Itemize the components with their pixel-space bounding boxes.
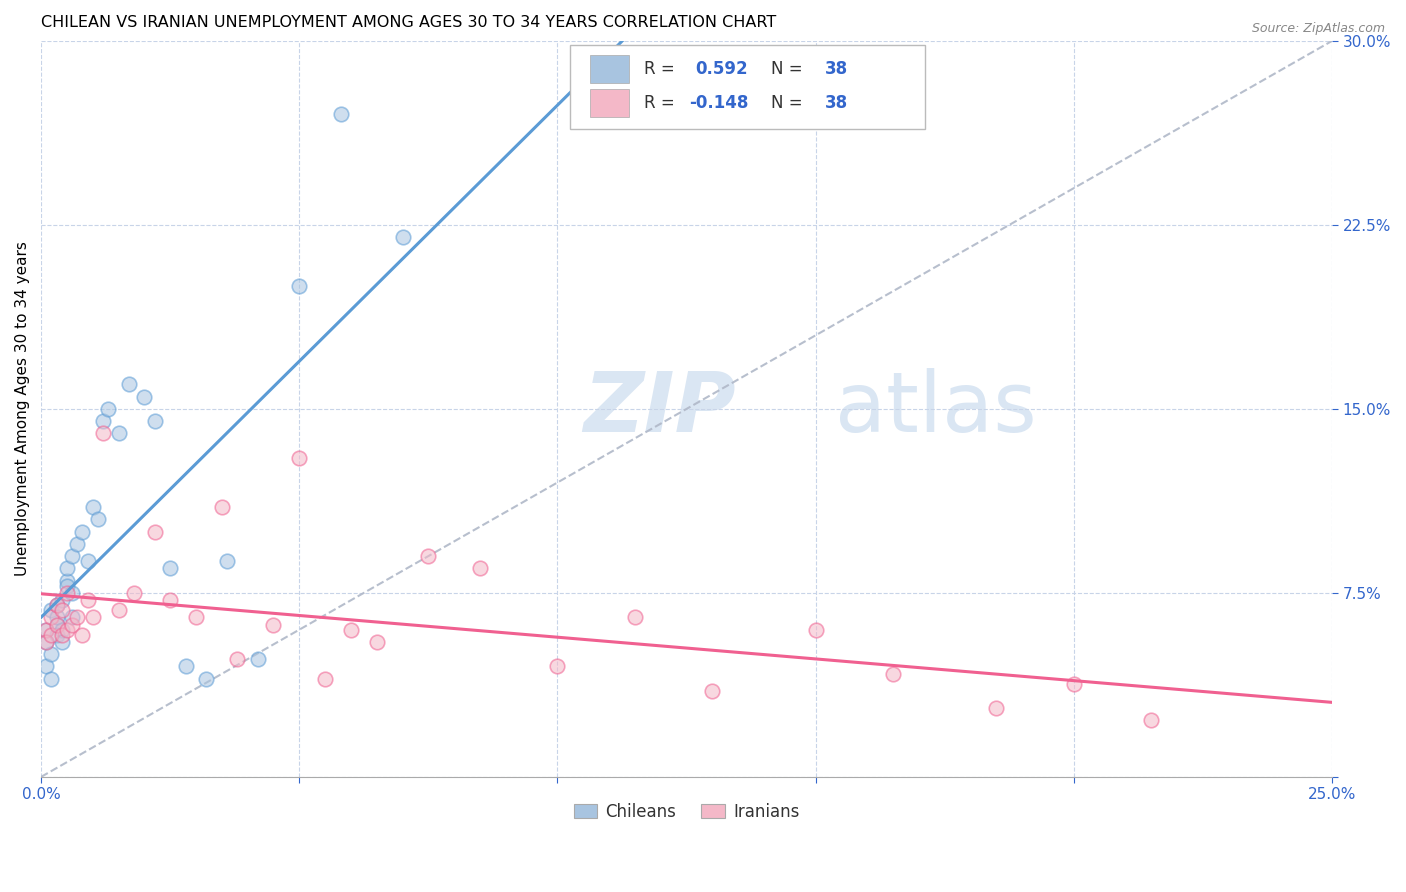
Point: [1063, 676, 1085, 690]
Point: [340, 623, 363, 637]
Point: [143, 414, 166, 428]
Text: 38: 38: [825, 94, 848, 112]
Point: [215, 554, 238, 568]
Text: N =: N =: [770, 60, 807, 78]
Text: 0.592: 0.592: [696, 60, 748, 78]
Point: [60, 549, 83, 563]
Point: [263, 617, 285, 632]
Point: [66, 537, 89, 551]
Legend: Chileans, Iranians: Chileans, Iranians: [567, 796, 806, 828]
Point: [41, 647, 63, 661]
Point: [45, 627, 67, 641]
Point: [76, 593, 98, 607]
Point: [804, 623, 827, 637]
Point: [45, 617, 67, 632]
Text: 38: 38: [825, 60, 848, 78]
FancyBboxPatch shape: [589, 55, 628, 83]
Point: [87, 512, 110, 526]
Text: R =: R =: [644, 60, 681, 78]
Text: N =: N =: [770, 94, 807, 112]
Point: [56, 578, 79, 592]
Text: Source: ZipAtlas.com: Source: ZipAtlas.com: [1251, 22, 1385, 36]
Text: atlas: atlas: [835, 368, 1036, 450]
Point: [314, 672, 336, 686]
Point: [35, 635, 58, 649]
Point: [246, 652, 269, 666]
Text: CHILEAN VS IRANIAN UNEMPLOYMENT AMONG AGES 30 TO 34 YEARS CORRELATION CHART: CHILEAN VS IRANIAN UNEMPLOYMENT AMONG AG…: [41, 15, 776, 30]
FancyBboxPatch shape: [571, 45, 925, 129]
Point: [547, 659, 569, 673]
Point: [35, 623, 58, 637]
Point: [118, 377, 141, 392]
Point: [91, 414, 114, 428]
Point: [366, 635, 388, 649]
Point: [624, 610, 647, 624]
Point: [45, 598, 67, 612]
Point: [51, 623, 73, 637]
Point: [174, 659, 197, 673]
Point: [329, 107, 352, 121]
Point: [226, 652, 249, 666]
Point: [184, 610, 207, 624]
Point: [60, 610, 83, 624]
Point: [91, 426, 114, 441]
Point: [35, 635, 58, 649]
Point: [159, 561, 181, 575]
Point: [418, 549, 440, 563]
Point: [72, 627, 94, 641]
Point: [195, 672, 218, 686]
Text: ZIP: ZIP: [583, 368, 735, 450]
Point: [702, 684, 724, 698]
Point: [76, 554, 98, 568]
Point: [56, 561, 79, 575]
Point: [107, 426, 129, 441]
Text: -0.148: -0.148: [689, 94, 748, 112]
Point: [159, 593, 181, 607]
Point: [288, 450, 311, 465]
Point: [41, 603, 63, 617]
Point: [1140, 714, 1163, 728]
Point: [391, 230, 413, 244]
Point: [97, 401, 120, 416]
Point: [35, 659, 58, 673]
Point: [56, 574, 79, 588]
Point: [41, 627, 63, 641]
Point: [51, 635, 73, 649]
Point: [211, 500, 233, 514]
Point: [468, 561, 491, 575]
Point: [986, 701, 1008, 715]
Point: [107, 603, 129, 617]
Point: [60, 617, 83, 632]
Point: [134, 390, 156, 404]
Point: [82, 500, 104, 514]
Point: [51, 627, 73, 641]
Point: [82, 610, 104, 624]
Point: [143, 524, 166, 539]
Y-axis label: Unemployment Among Ages 30 to 34 years: Unemployment Among Ages 30 to 34 years: [15, 242, 30, 576]
Point: [51, 593, 73, 607]
Point: [288, 279, 311, 293]
Point: [60, 586, 83, 600]
Point: [122, 586, 145, 600]
Point: [41, 672, 63, 686]
FancyBboxPatch shape: [589, 88, 628, 117]
Point: [51, 603, 73, 617]
Point: [45, 598, 67, 612]
Text: R =: R =: [644, 94, 681, 112]
Point: [72, 524, 94, 539]
Point: [56, 586, 79, 600]
Point: [41, 610, 63, 624]
Point: [35, 623, 58, 637]
Point: [882, 666, 904, 681]
Point: [56, 623, 79, 637]
Point: [45, 610, 67, 624]
Point: [45, 617, 67, 632]
Point: [66, 610, 89, 624]
